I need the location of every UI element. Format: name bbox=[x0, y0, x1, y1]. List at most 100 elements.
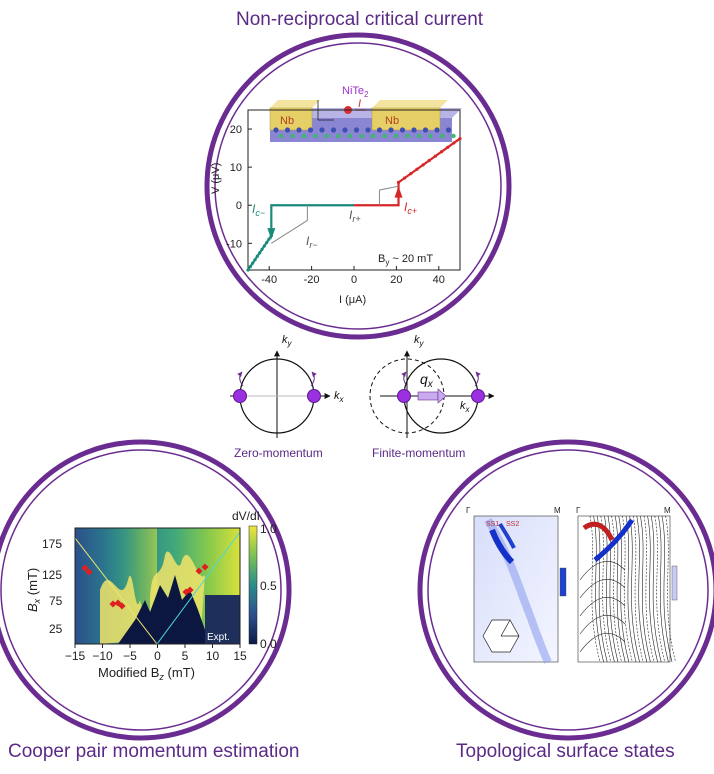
iv-point bbox=[427, 158, 431, 163]
qx-sub: x bbox=[427, 379, 434, 390]
title-top: Non-reciprocal critical current bbox=[236, 9, 484, 30]
atom bbox=[445, 127, 452, 133]
hm-xlabel-unit: (mT) bbox=[164, 665, 195, 680]
band-line bbox=[607, 515, 619, 663]
hm-xtick-label: 0 bbox=[154, 649, 161, 663]
iv-point bbox=[433, 154, 438, 158]
ky-sub-left: y bbox=[287, 339, 293, 348]
atom bbox=[399, 127, 406, 133]
band-line bbox=[665, 515, 676, 663]
svg-text:Bx (mT): Bx (mT) bbox=[25, 568, 42, 612]
hm-xtick-label: −15 bbox=[65, 649, 86, 663]
band-line bbox=[661, 515, 673, 663]
iv-point bbox=[403, 176, 407, 180]
ir-plus-sub: r+ bbox=[352, 214, 360, 224]
iv-xtick-label: 0 bbox=[351, 274, 357, 286]
band-structure-panel: Γ M bbox=[576, 506, 678, 663]
ic-plus-label: I bbox=[404, 200, 408, 214]
atom bbox=[290, 133, 295, 139]
band-line bbox=[611, 515, 622, 663]
svg-text:Ir−: Ir− bbox=[306, 234, 318, 250]
band-line bbox=[579, 633, 626, 653]
ir-plus-label: I bbox=[349, 208, 353, 222]
ir-minus-label: I bbox=[306, 234, 310, 248]
hm-xtick-label: 15 bbox=[233, 649, 247, 663]
svg-text:Ic+: Ic+ bbox=[404, 200, 417, 216]
atom bbox=[324, 133, 330, 139]
estimate-point bbox=[186, 586, 194, 594]
atom bbox=[296, 127, 302, 133]
finite-momentum-diagram: ky qx kx bbox=[369, 334, 495, 438]
ir-minus-sub: r− bbox=[309, 240, 317, 250]
expt-badge: Expt. bbox=[207, 632, 230, 643]
iv-point bbox=[260, 247, 264, 252]
kx-label-right: k bbox=[460, 400, 466, 412]
svg-text:qx: qx bbox=[420, 371, 434, 390]
atom bbox=[428, 133, 433, 139]
hm-ylabel-unit: (mT) bbox=[25, 568, 40, 599]
iv-xtick-label: -40 bbox=[261, 274, 277, 286]
iv-xlabel: I (μA) bbox=[339, 294, 366, 306]
hm-xtick-label: 5 bbox=[182, 649, 189, 663]
atom bbox=[278, 133, 284, 139]
title-bottom-right: Topological surface states bbox=[456, 741, 675, 762]
heatmap-area: Expt. bbox=[75, 528, 240, 644]
hm-ytick-175: 175 bbox=[42, 537, 62, 551]
hm-xlabel-sub: z bbox=[158, 672, 164, 682]
atom bbox=[416, 133, 422, 139]
band-line bbox=[593, 515, 604, 663]
estimate-point bbox=[109, 600, 117, 608]
iv-ytick-label: 0 bbox=[236, 200, 242, 212]
material-sub: 2 bbox=[364, 90, 369, 99]
iv-series-retrap-2 bbox=[271, 205, 308, 244]
atom bbox=[319, 127, 325, 133]
iv-ylabel: V (μV) bbox=[210, 163, 222, 194]
hm-ytick-25: 25 bbox=[49, 622, 63, 636]
iv-point bbox=[415, 167, 419, 171]
band-line bbox=[579, 561, 626, 581]
colorbar bbox=[248, 525, 258, 645]
ky-sub-right: y bbox=[419, 339, 425, 348]
atom bbox=[330, 127, 337, 133]
colorbar-tick-top: 1.0 bbox=[260, 522, 277, 536]
atom bbox=[434, 127, 440, 133]
hm-xtick-label: −10 bbox=[92, 649, 113, 663]
hm-xlabel: Modified B bbox=[98, 665, 159, 680]
ic-minus-sub: c− bbox=[255, 208, 265, 218]
iv-point bbox=[246, 268, 250, 272]
iv-point bbox=[409, 172, 413, 176]
iv-ytick-label: 10 bbox=[230, 162, 242, 174]
nb-label-left: Nb bbox=[280, 115, 294, 127]
iv-ytick-label: -10 bbox=[226, 238, 242, 250]
hm-ylabel: B bbox=[25, 603, 40, 612]
atom bbox=[422, 127, 429, 133]
iv-point bbox=[248, 264, 252, 269]
hm-xtick-label: −5 bbox=[123, 649, 137, 663]
svg-text:NiTe2: NiTe2 bbox=[342, 85, 369, 99]
atom bbox=[347, 133, 353, 139]
atom bbox=[382, 133, 387, 139]
band-line bbox=[643, 515, 655, 663]
svg-text:Modified Bz (mT): Modified Bz (mT) bbox=[98, 665, 195, 682]
iv-point bbox=[452, 141, 456, 145]
atom bbox=[353, 127, 360, 133]
band-line bbox=[647, 515, 658, 663]
ic-minus-arrow bbox=[267, 228, 276, 240]
band-m: M bbox=[664, 506, 671, 515]
iv-point bbox=[262, 244, 266, 248]
kx-label-left: k bbox=[334, 390, 340, 402]
estimate-point bbox=[118, 602, 126, 610]
atom bbox=[393, 133, 399, 139]
estimate-point bbox=[81, 564, 89, 572]
band-line bbox=[625, 515, 637, 663]
band-line bbox=[636, 515, 648, 663]
field-label: B bbox=[378, 253, 385, 265]
band-line bbox=[600, 515, 612, 663]
iv-point bbox=[458, 136, 462, 141]
ky-label-left: k bbox=[282, 334, 288, 346]
cooper-electron-left-shift bbox=[397, 389, 411, 403]
